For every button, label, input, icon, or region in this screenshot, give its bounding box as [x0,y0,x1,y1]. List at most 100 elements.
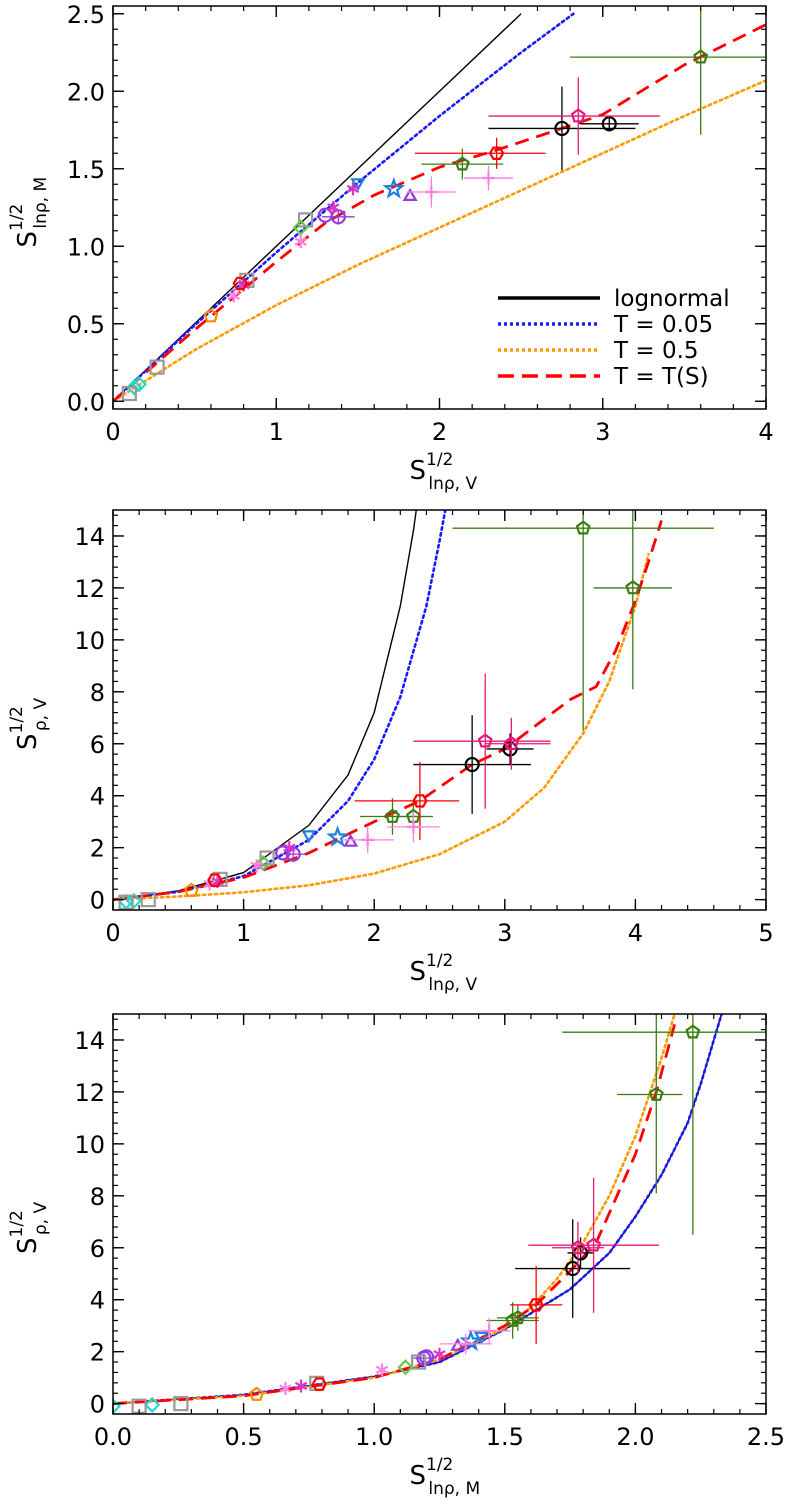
data-point [232,276,249,291]
pentagon-marker [183,882,199,897]
y-tick-label: 1.5 [67,156,105,184]
plot-frame [112,1013,767,1415]
square-marker [173,1396,189,1412]
curve-lognormal [113,13,522,402]
y-tick-label: 10 [74,627,105,655]
pentagon-marker [249,1386,265,1401]
data-point [579,116,639,132]
data-point [311,1377,328,1391]
data-point [382,176,406,199]
hexagon-marker [311,1377,328,1391]
data-point [292,219,309,236]
asterisk-marker-arm [294,237,307,246]
legend-label-T005: T = 0.05 [613,312,713,338]
data-point [343,833,359,847]
data-point [402,187,418,201]
data-point [203,308,219,323]
data-point [140,892,156,908]
panel-1: 0 1 2 3 40.00.51.01.52.02.5S1/2 lnρ, VS1/2 lnρ… [7,1,774,494]
x-label-sub: lnρ, M [428,1479,480,1499]
y-label-base: S [13,733,43,750]
x-label-base: S [410,456,427,486]
y-tick-label: 0 [90,887,105,915]
y-tick-label: 2 [90,1339,105,1367]
data-point [485,717,551,770]
data-point [354,761,460,840]
diamond-marker [113,1398,122,1414]
y-tick-label: 12 [74,575,105,603]
data-point [413,715,531,814]
x-tick-label: 3 [595,418,610,446]
pentagon-marker [570,1239,586,1255]
data-point [113,1398,122,1414]
circle-marker [464,756,480,773]
circle-marker [554,120,570,137]
x-label-sub: lnρ, V [428,474,477,494]
plot-frame [112,509,767,911]
x-tick-label: 0 [105,418,120,446]
y-tick-label: 2.5 [67,1,105,29]
y-tick-label: 10 [74,1131,105,1159]
data-point [515,1219,631,1318]
data-point [326,825,350,848]
square-marker [121,385,137,402]
data-point [593,510,672,690]
y-label-sup: 1/2 [7,706,27,733]
legend-label-lognormal: lognormal [614,286,730,312]
asterisk-marker-arm [211,877,224,886]
x-tick-label: 3 [497,919,512,947]
asterisk-marker-arm [346,184,360,194]
data-point [488,77,660,155]
y-label-sup: 1/2 [7,204,27,231]
x-tick-label: 4 [758,418,773,446]
curve-T05 [113,79,766,403]
x-axis-label: S1/2 lnρ, M [410,1455,481,1499]
data-point [149,359,165,375]
x-tick-label: 1.5 [486,1423,524,1451]
x-label-sup: 1/2 [426,450,453,470]
data-point [413,673,551,809]
data-point [488,86,636,171]
asterisk-marker-arm [327,203,340,212]
data-point [411,1354,427,1370]
x-label-base: S [410,1461,427,1491]
plot-area [113,510,714,910]
y-tick-label: 8 [90,679,105,707]
hexagon-marker [232,276,249,291]
data-point [131,376,148,393]
star-marker [326,825,350,848]
data-point [397,1359,414,1376]
y-tick-label: 0 [90,1391,105,1419]
diamond-marker [397,1359,414,1376]
square-marker [149,359,165,375]
legend-label-TS: T = T(S) [613,364,709,390]
data-point [341,826,394,853]
x-tick-label: 2 [432,418,447,446]
x-tick-label: 2 [367,919,382,947]
asterisk-marker-arm [283,843,296,852]
data-point [121,385,137,402]
x-label-sup: 1/2 [426,951,453,971]
data-point [463,165,513,191]
y-label-base: S [13,1237,43,1254]
data-point [327,201,340,214]
data-point [406,176,456,208]
asterisk-marker-arm [227,291,240,301]
y-tick-label: 14 [74,1027,105,1055]
data-point [468,1317,511,1344]
pentagon-marker [570,108,586,123]
asterisk-marker-arm [237,280,250,290]
x-tick-label: 5 [758,919,773,947]
data-point [410,1350,437,1366]
curve-T05 [113,552,650,901]
x-label-base: S [410,957,427,987]
star-marker [382,176,406,199]
x-tick-label: 0.5 [225,1423,263,1451]
circle-marker [601,116,617,132]
x-tick-label: 1 [236,919,251,947]
data-point [283,841,296,855]
asterisk-marker-arm [375,1365,389,1375]
x-label-sup: 1/2 [426,1455,453,1475]
y-axis-label: S1/2 ρ, V [7,1202,51,1254]
